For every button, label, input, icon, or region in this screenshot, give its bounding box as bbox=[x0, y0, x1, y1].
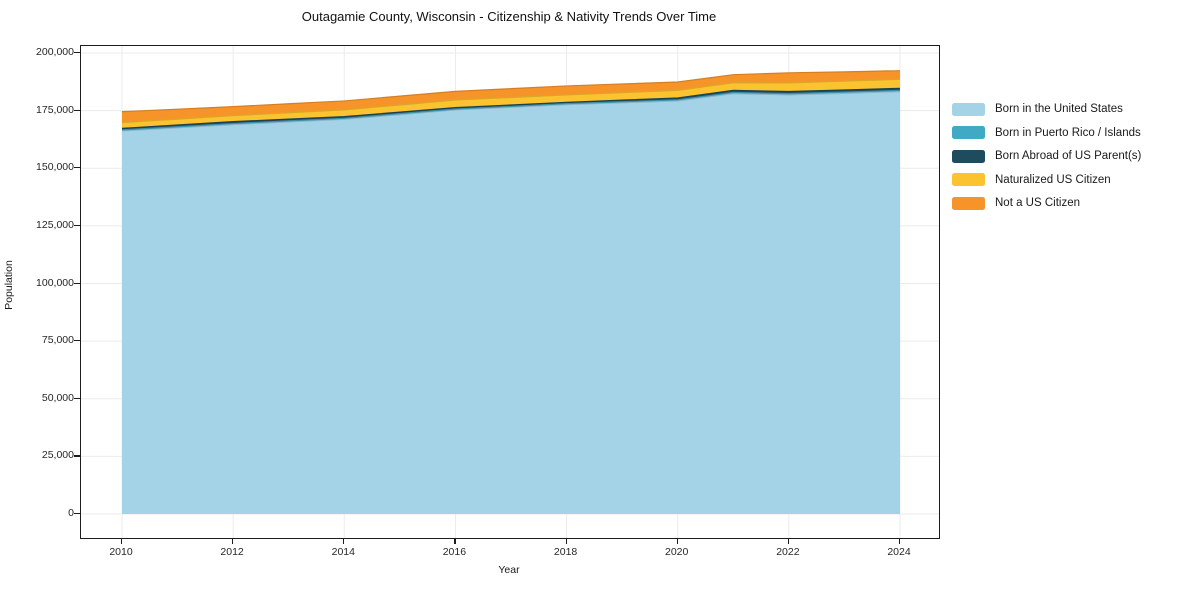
legend-label: Not a US Citizen bbox=[995, 197, 1081, 209]
y-tick-label: 50,000 bbox=[41, 391, 74, 404]
edge-born-in-puerto-rico-islands bbox=[121, 89, 901, 131]
x-tick-label: 2024 bbox=[887, 546, 911, 558]
area-naturalized-us-citizen bbox=[122, 79, 900, 129]
area-born-in-the-united-states bbox=[122, 91, 900, 514]
legend-swatch-icon bbox=[952, 149, 985, 163]
x-tick-label: 2012 bbox=[220, 546, 244, 558]
legend-item-born-in-the-united-states: Born in the United States bbox=[952, 102, 1141, 116]
legend-item-naturalized-us-citizen: Naturalized US Citizen bbox=[952, 173, 1141, 187]
y-axis-title: Population bbox=[3, 260, 15, 310]
legend-swatch-icon bbox=[952, 126, 985, 139]
y-tick-mark bbox=[74, 340, 80, 342]
legend-label: Born Abroad of US Parent(s) bbox=[995, 150, 1142, 162]
x-tick-label: 2020 bbox=[665, 546, 689, 558]
legend-item-born-in-puerto-rico-islands: Born in Puerto Rico / Islands bbox=[952, 126, 1141, 140]
x-tick-mark bbox=[454, 538, 456, 544]
x-tick-mark bbox=[787, 538, 790, 544]
legend-item-not-a-us-citizen: Not a US Citizen bbox=[952, 196, 1141, 210]
y-tick-mark bbox=[74, 397, 80, 399]
y-tick-label: 175,000 bbox=[36, 103, 74, 116]
legend-label: Naturalized US Citizen bbox=[995, 173, 1111, 186]
y-tick-label: 75,000 bbox=[41, 334, 74, 347]
y-tick-label: 25,000 bbox=[41, 449, 74, 462]
legend-label: Born in Puerto Rico / Islands bbox=[995, 126, 1141, 139]
y-tick-mark bbox=[74, 224, 80, 227]
legend-label: Born in the United States bbox=[995, 103, 1123, 115]
x-tick-label: 2010 bbox=[109, 546, 133, 558]
y-tick-label: 100,000 bbox=[36, 276, 74, 289]
y-tick-mark bbox=[74, 282, 80, 284]
y-tick-label: 150,000 bbox=[36, 161, 74, 174]
edge-naturalized-us-citizen bbox=[121, 78, 901, 124]
legend-swatch-icon bbox=[952, 196, 985, 210]
x-tick-label: 2018 bbox=[553, 546, 578, 558]
x-tick-mark bbox=[232, 538, 234, 544]
legend-item-born-abroad-of-us-parent-s: Born Abroad of US Parent(s) bbox=[952, 149, 1141, 163]
y-tick-label: 0 bbox=[68, 507, 74, 519]
x-tick-label: 2022 bbox=[776, 546, 800, 558]
area-not-a-us-citizen bbox=[122, 70, 900, 123]
edge-not-a-us-citizen bbox=[121, 70, 901, 113]
plot-area bbox=[80, 45, 940, 539]
edge-born-abroad-of-us-parent-s bbox=[121, 87, 901, 129]
y-tick-mark bbox=[74, 52, 80, 54]
x-tick-mark bbox=[121, 538, 123, 544]
y-tick-mark bbox=[74, 109, 80, 111]
y-tick-label: 125,000 bbox=[36, 218, 74, 231]
legend-swatch-icon bbox=[952, 102, 985, 116]
y-tick-label: 200,000 bbox=[36, 46, 74, 58]
x-tick-mark bbox=[565, 538, 567, 544]
x-tick-label: 2014 bbox=[331, 546, 355, 558]
y-tick-mark bbox=[74, 455, 80, 457]
x-tick-mark bbox=[343, 538, 345, 544]
chart-title: Outagamie County, Wisconsin - Citizenshi… bbox=[301, 9, 717, 24]
x-axis-title: Year bbox=[498, 564, 520, 576]
edge-born-in-the-united-states bbox=[121, 91, 901, 132]
x-tick-label: 2016 bbox=[442, 546, 467, 558]
x-tick-mark bbox=[676, 538, 678, 544]
x-tick-mark bbox=[899, 538, 901, 544]
legend: Born in the United States Born in Puerto … bbox=[952, 102, 1141, 210]
y-tick-mark bbox=[74, 513, 80, 515]
y-tick-mark bbox=[74, 167, 80, 169]
stacked-area-chart bbox=[81, 46, 939, 538]
legend-swatch-icon bbox=[952, 173, 985, 186]
